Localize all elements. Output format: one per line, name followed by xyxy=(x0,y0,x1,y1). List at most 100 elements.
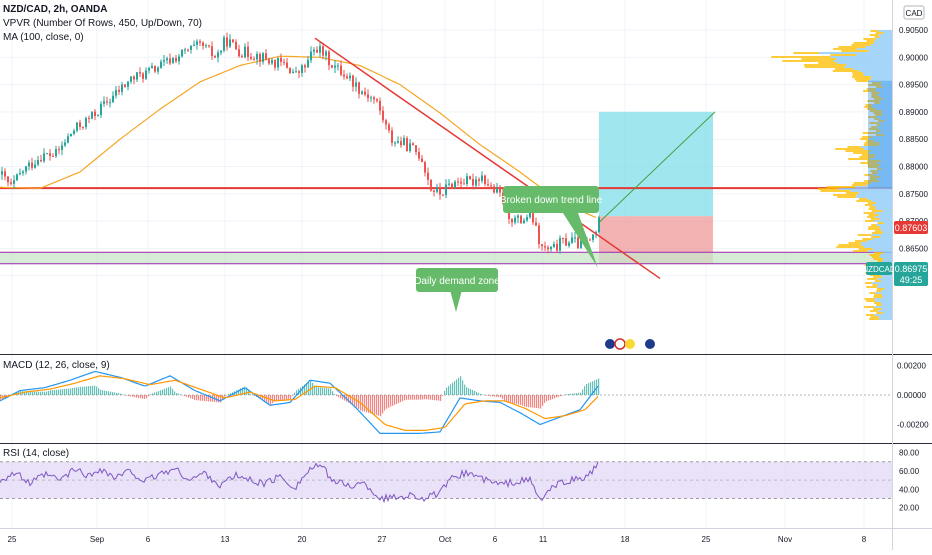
currency-badge-text: CAD xyxy=(906,9,923,18)
volume-profile-up-bar xyxy=(877,278,892,280)
volume-profile-up-bar xyxy=(877,286,892,288)
trendline-callout[interactable]: Broken down trend line xyxy=(500,186,603,268)
macd-axis[interactable]: 0.00200 0.00000 -0.00200 xyxy=(897,362,929,430)
volume-profile-down-bar xyxy=(870,316,879,318)
volume-profile-down-bar xyxy=(868,214,879,216)
volume-profile-up-bar xyxy=(838,188,892,190)
candle-body xyxy=(226,37,228,47)
volume-profile-down-bar xyxy=(838,244,862,246)
macd-legend[interactable]: MACD (12, 26, close, 9) xyxy=(3,360,110,371)
volume-profile-down-bar xyxy=(866,88,876,90)
candle-body xyxy=(430,179,432,191)
time-tick-label: 25 xyxy=(702,535,711,544)
price-tick-label: 0.89000 xyxy=(899,108,928,117)
volume-profile-up-bar xyxy=(882,232,892,234)
volume-profile-up-bar xyxy=(878,214,892,216)
volume-profile-down-bar xyxy=(826,186,856,188)
candle-body xyxy=(31,162,33,168)
volume-profile-down-bar xyxy=(873,276,883,278)
ma-legend[interactable]: MA (100, close, 0) xyxy=(3,32,84,43)
macd-histogram-bar xyxy=(246,387,248,395)
macd-histogram-bar xyxy=(116,392,118,395)
macd-histogram-bar xyxy=(186,395,188,397)
macd-histogram-bar xyxy=(44,391,46,395)
cad-flag-icon[interactable] xyxy=(614,338,626,350)
volume-profile-down-bar xyxy=(782,60,834,62)
volume-profile-up-bar xyxy=(880,160,892,162)
volume-profile-up-bar xyxy=(878,310,892,312)
volume-profile-up-bar xyxy=(876,132,892,134)
symbol-legend[interactable]: NZD/CAD, 2h, OANDA xyxy=(3,4,108,15)
macd-histogram-bar xyxy=(276,395,278,401)
volume-profile-up-bar xyxy=(874,306,892,308)
event-flag-icon[interactable] xyxy=(625,339,635,349)
vpvr-legend[interactable]: VPVR (Number Of Rows, 450, Up/Down, 70) xyxy=(3,18,202,29)
candle-body xyxy=(391,130,393,143)
trendline[interactable] xyxy=(314,37,661,280)
volume-profile-down-bar xyxy=(864,142,880,144)
volume-profile-down-bar xyxy=(820,190,851,192)
candle-body xyxy=(247,46,249,57)
event-markers[interactable] xyxy=(605,338,655,350)
candle-body xyxy=(523,220,525,224)
demand-zone[interactable] xyxy=(0,252,892,264)
macd-histogram-bar xyxy=(64,388,66,395)
volume-profile-down-bar xyxy=(870,30,879,32)
candle-body xyxy=(298,71,300,73)
macd-histogram-bar xyxy=(120,393,122,395)
macd-histogram-bar xyxy=(202,395,204,401)
volume-profile xyxy=(771,30,892,320)
volume-profile-up-bar xyxy=(855,186,892,188)
volume-profile-up-bar xyxy=(874,174,892,176)
currency-badge[interactable]: CAD xyxy=(903,5,925,20)
volume-profile-up-bar xyxy=(879,102,892,104)
volume-profile-down-bar xyxy=(867,108,876,110)
macd-histogram-bar xyxy=(76,387,78,395)
volume-profile-down-bar xyxy=(864,298,875,300)
target-zone[interactable] xyxy=(599,111,713,217)
macd-histogram-bar xyxy=(482,394,484,396)
volume-profile-up-bar xyxy=(818,52,892,54)
macd-histogram-bar xyxy=(398,395,400,404)
macd-histogram-bar xyxy=(158,391,160,395)
candle-body xyxy=(217,52,219,58)
candle-body xyxy=(304,65,306,68)
time-axis[interactable]: 25 Sep 6 13 20 27 Oct 6 11 18 25 Nov 8 xyxy=(8,535,867,544)
candle-body xyxy=(130,76,132,82)
volume-profile-up-bar xyxy=(882,98,892,100)
rsi-axis[interactable]: 80.00 60.00 40.00 20.00 xyxy=(899,449,920,513)
nzd-flag-icon-2[interactable] xyxy=(645,339,655,349)
macd-histogram-bar xyxy=(182,395,184,396)
macd-histogram-bar xyxy=(150,394,152,395)
candle-body xyxy=(484,175,486,185)
volume-profile-down-bar xyxy=(852,250,868,252)
macd-histogram-bar xyxy=(130,395,132,397)
macd-histogram-bar xyxy=(458,377,460,395)
macd-histogram-bar xyxy=(34,391,36,395)
volume-profile-up-bar xyxy=(877,284,892,286)
rsi-legend[interactable]: RSI (14, close) xyxy=(3,448,70,459)
candle-body xyxy=(472,179,474,186)
macd-histogram-bar xyxy=(584,386,586,395)
candle-body xyxy=(460,181,462,184)
macd-histogram-bar xyxy=(368,395,370,413)
macd-histogram-bar xyxy=(526,395,528,407)
candle-body xyxy=(193,44,195,46)
macd-histogram-bar xyxy=(146,395,148,399)
volume-profile-up-bar xyxy=(873,42,892,44)
candle-body xyxy=(559,238,561,251)
volume-profile-up-bar xyxy=(872,248,892,250)
macd-histogram-bar xyxy=(200,395,202,401)
nzd-flag-icon[interactable] xyxy=(605,339,615,349)
volume-profile-up-bar xyxy=(882,114,892,116)
macd-histogram-bar xyxy=(574,393,576,395)
macd-histogram-bar xyxy=(250,393,252,395)
macd-histogram-bar xyxy=(66,388,68,395)
candle-body xyxy=(466,176,468,185)
volume-profile-up-bar xyxy=(880,124,892,126)
volume-profile-down-bar xyxy=(860,162,877,164)
demand-callout[interactable]: Daily demand zone xyxy=(414,268,500,312)
volume-profile-down-bar xyxy=(873,258,884,260)
time-tick-label: 27 xyxy=(378,535,387,544)
